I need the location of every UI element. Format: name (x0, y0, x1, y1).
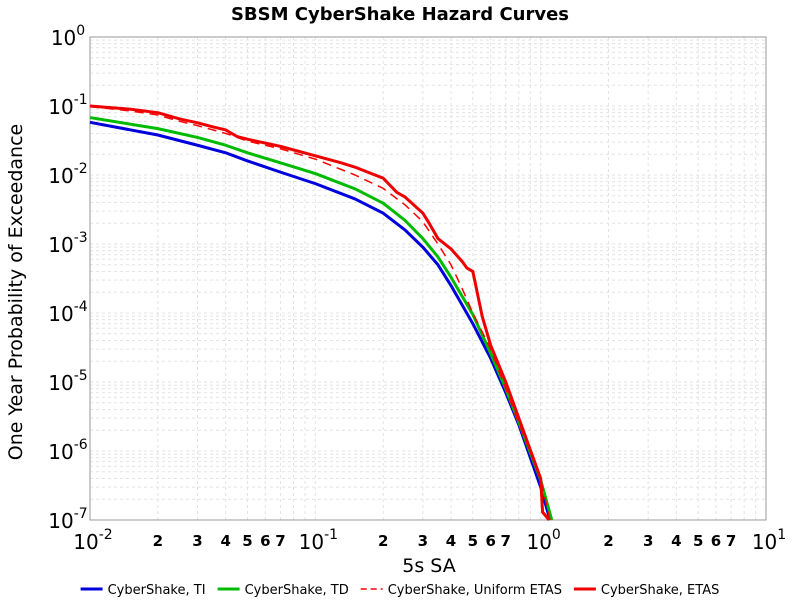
x-minor-tick-label: 7 (275, 532, 285, 550)
x-minor-tick-label: 3 (192, 532, 202, 550)
x-tick-label: 10-2 (73, 527, 112, 554)
x-minor-tick-label: 4 (220, 532, 230, 550)
legend-item-4: CyberShake, ETAS (573, 583, 719, 598)
legend: CyberShake, TI CyberShake, TD CyberShake, … (80, 583, 719, 598)
y-tick-label: 10-2 (48, 161, 87, 188)
legend-item-3: CyberShake, Uniform ETAS (360, 583, 562, 598)
chart-title: SBSM CyberShake Hazard Curves (231, 4, 569, 25)
x-minor-tick-label: 7 (726, 532, 736, 550)
y-axis-label: One Year Probability of Exceedance (5, 124, 27, 460)
legend-label: CyberShake, ETAS (601, 583, 719, 598)
x-minor-tick-label: 3 (418, 532, 428, 550)
series-layer (89, 104, 554, 521)
series-line-4 (89, 104, 551, 521)
y-tick-label: 10-7 (48, 506, 87, 533)
y-tick-label: 100 (51, 23, 85, 50)
x-minor-tick-label: 2 (603, 532, 613, 550)
y-tick-label: 10-5 (48, 368, 87, 395)
y-tick-label: 10-6 (48, 437, 88, 464)
grid (89, 37, 766, 521)
legend-item-1: CyberShake, TI (80, 583, 206, 598)
legend-label: CyberShake, TI (108, 583, 206, 598)
x-minor-tick-label: 6 (260, 532, 270, 550)
legend-label: CyberShake, Uniform ETAS (388, 583, 562, 598)
x-minor-tick-label: 7 (501, 532, 511, 550)
x-minor-tick-label: 3 (643, 532, 653, 550)
x-minor-tick-label: 4 (671, 532, 681, 550)
x-tick-label: 10-1 (299, 527, 338, 554)
x-minor-tick-label: 6 (485, 532, 495, 550)
x-minor-tick-label: 5 (693, 532, 703, 550)
x-minor-tick-label: 2 (378, 532, 388, 550)
x-axis-label: 5s SA (402, 555, 455, 577)
y-tick-label: 10-1 (48, 92, 87, 119)
plot-area (89, 36, 767, 521)
y-tick-label: 10-3 (48, 230, 87, 257)
legend-label: CyberShake, TD (245, 583, 349, 598)
x-minor-tick-label: 2 (153, 532, 163, 550)
x-minor-tick-label: 6 (711, 532, 721, 550)
series-line-3 (89, 105, 551, 521)
x-tick-label: 100 (526, 527, 560, 554)
y-tick-label: 10-4 (48, 299, 88, 326)
x-minor-tick-label: 5 (242, 532, 252, 550)
x-tick-label: 101 (752, 527, 786, 554)
x-minor-tick-label: 5 (468, 532, 478, 550)
x-minor-tick-label: 4 (446, 532, 456, 550)
legend-item-2: CyberShake, TD (217, 583, 349, 598)
